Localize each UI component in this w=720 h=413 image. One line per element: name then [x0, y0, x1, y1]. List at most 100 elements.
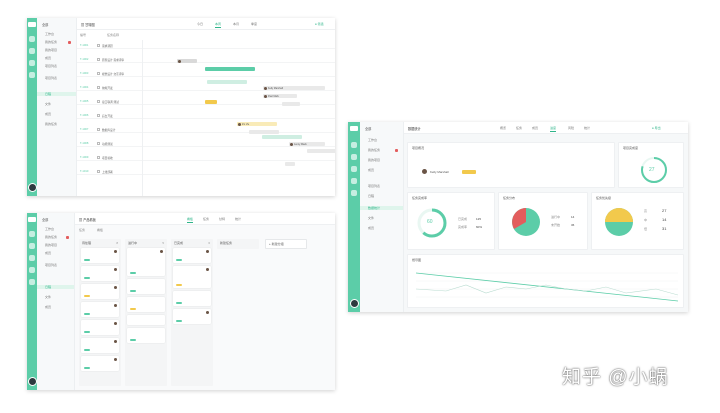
task-card[interactable] — [127, 248, 165, 276]
sidebar-item[interactable]: 我的任务 — [45, 235, 58, 239]
home-icon[interactable] — [29, 36, 35, 42]
tab[interactable]: 统计 — [584, 126, 591, 130]
gantt-bar[interactable] — [205, 67, 255, 71]
row-checkbox[interactable] — [97, 100, 100, 103]
row-checkbox[interactable] — [97, 170, 100, 173]
task-card[interactable] — [173, 266, 211, 288]
avatar[interactable] — [27, 377, 37, 386]
gantt-bar[interactable] — [282, 102, 300, 106]
tab[interactable]: 进度 — [550, 126, 557, 132]
sidebar-item[interactable]: 我的项目 — [45, 243, 58, 247]
avatar[interactable] — [349, 299, 359, 308]
sidebar-item[interactable]: 项目列表 — [45, 64, 58, 68]
table-row[interactable]: T-1007 数据库设计 — [77, 126, 335, 133]
table-row[interactable]: T-1009 项目验收 — [77, 154, 335, 161]
table-row[interactable]: T-1002 原型设计 需求评审 — [77, 56, 335, 63]
gantt-bar[interactable] — [262, 135, 302, 139]
tab[interactable]: 本周 — [215, 22, 222, 28]
table-row[interactable]: T-1008 功能测试 — [77, 140, 335, 147]
add-group-button[interactable]: + 新建分组 — [265, 239, 307, 249]
sidebar-item[interactable]: 我的任务 — [368, 148, 381, 152]
task-card[interactable] — [81, 338, 119, 353]
sidebar-item[interactable]: 成员 — [368, 226, 375, 230]
task-card[interactable] — [127, 297, 165, 312]
task-icon[interactable] — [351, 154, 357, 160]
sidebar-item[interactable]: 工作台 — [45, 32, 55, 36]
task-card[interactable] — [173, 248, 211, 263]
sidebar-item[interactable]: 工作台 — [45, 227, 55, 231]
tab[interactable]: 本月 — [233, 22, 240, 26]
sidebar-item-active[interactable]: 日程 — [37, 92, 76, 96]
file-icon[interactable] — [29, 267, 35, 273]
row-checkbox[interactable] — [97, 72, 100, 75]
sidebar-item[interactable]: 日程 — [368, 194, 375, 198]
sidebar-item-active[interactable]: 数据统计 — [360, 206, 403, 210]
gantt-bar[interactable] — [249, 130, 279, 134]
sidebar-item[interactable]: 成员 — [45, 112, 52, 116]
task-card[interactable] — [81, 248, 119, 263]
tab[interactable]: 甘特 — [219, 217, 226, 221]
row-checkbox[interactable] — [97, 86, 100, 89]
chart-icon[interactable] — [29, 279, 35, 285]
row-checkbox[interactable] — [97, 44, 100, 47]
task-card[interactable] — [81, 302, 119, 317]
table-row[interactable]: T-1001 需求调研 — [77, 42, 335, 49]
calendar-icon[interactable] — [351, 166, 357, 172]
table-row[interactable]: T-1004 前端开发 — [77, 84, 335, 91]
filter-button[interactable]: ● 筛选 — [315, 22, 324, 26]
tab[interactable]: 今日 — [197, 22, 204, 26]
chart-icon[interactable] — [351, 190, 357, 196]
sidebar-item[interactable]: 文件 — [368, 216, 375, 220]
table-row[interactable]: T-1006 后台开发 — [77, 112, 335, 119]
sidebar-item[interactable]: 工作台 — [368, 138, 378, 142]
file-icon[interactable] — [29, 72, 35, 78]
sidebar-item[interactable]: 文件 — [45, 102, 52, 106]
sidebar-item[interactable]: 成员 — [45, 305, 52, 309]
tab[interactable]: 成员 — [532, 126, 539, 130]
row-checkbox[interactable] — [97, 114, 100, 117]
task-card[interactable] — [173, 291, 211, 306]
home-icon[interactable] — [29, 231, 35, 237]
gantt-bar[interactable] — [205, 100, 217, 104]
gantt-bar[interactable]: Kelly Marshall — [263, 86, 325, 90]
task-card[interactable] — [81, 266, 119, 281]
gantt-bar[interactable] — [207, 80, 247, 84]
gantt-bar[interactable]: Paul Mark — [263, 94, 297, 98]
row-checkbox[interactable] — [97, 58, 100, 61]
sidebar-item[interactable]: 我的任务 — [45, 40, 58, 44]
sidebar-item[interactable]: 成员 — [45, 56, 52, 60]
sidebar-item[interactable]: 我的项目 — [368, 158, 381, 162]
tab[interactable]: 风险 — [568, 126, 575, 130]
sidebar-item-active[interactable]: 日程 — [37, 285, 74, 289]
sidebar-item[interactable]: 成员 — [368, 168, 375, 172]
task-card[interactable] — [81, 320, 119, 335]
sidebar-item[interactable]: 成员 — [45, 251, 52, 255]
table-row[interactable]: T-1010 上线部署 — [77, 168, 335, 175]
row-checkbox[interactable] — [97, 128, 100, 131]
task-card[interactable] — [127, 279, 165, 294]
task-card[interactable] — [127, 328, 165, 343]
task-icon[interactable] — [29, 243, 35, 249]
sidebar-item[interactable]: 文件 — [45, 295, 52, 299]
gantt-bar[interactable] — [285, 162, 295, 166]
sidebar-item[interactable]: 项目列表 — [45, 263, 58, 267]
file-icon[interactable] — [351, 178, 357, 184]
calendar-icon[interactable] — [29, 60, 35, 66]
row-checkbox[interactable] — [97, 142, 100, 145]
tab[interactable]: 看板 — [187, 217, 194, 223]
gantt-bar[interactable] — [307, 149, 335, 153]
home-icon[interactable] — [351, 142, 357, 148]
task-card[interactable] — [81, 356, 119, 371]
sidebar-item[interactable]: 项目列表 — [45, 76, 58, 80]
task-icon[interactable] — [29, 48, 35, 54]
table-row[interactable]: T-1005 接口联调 测试 — [77, 98, 335, 105]
gantt-bar[interactable]: Iris Vie — [237, 122, 277, 126]
avatar[interactable] — [27, 183, 37, 192]
tab[interactable]: 统计 — [235, 217, 242, 221]
sidebar-item[interactable]: 项目列表 — [368, 184, 381, 188]
table-row[interactable]: T-1003 视觉设计 交互评审 — [77, 70, 335, 77]
gantt-bar[interactable] — [177, 59, 197, 63]
sidebar-item[interactable]: 我的任务 — [45, 122, 58, 126]
task-card[interactable] — [127, 315, 165, 325]
calendar-icon[interactable] — [29, 255, 35, 261]
